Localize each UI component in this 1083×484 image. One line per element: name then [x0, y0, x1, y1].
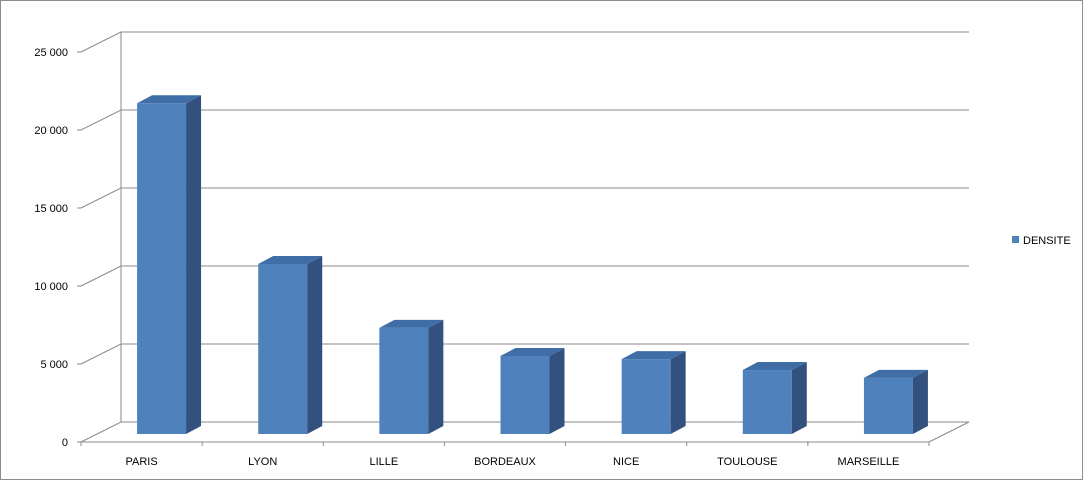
bars [137, 95, 928, 434]
x-tick-label: BORDEAUX [474, 456, 536, 468]
bar-side [549, 348, 565, 434]
legend-label-densite: DENSITE [1023, 235, 1071, 247]
bar-side [912, 369, 928, 434]
gridline [80, 343, 969, 365]
gridline [80, 187, 969, 209]
y-tick-label: 15 000 [34, 203, 68, 215]
x-tick-label: TOULOUSE [717, 456, 777, 468]
x-tick-label: LYON [248, 456, 277, 468]
bar-top [258, 255, 323, 264]
bar-side [428, 319, 444, 434]
bar-front [379, 327, 429, 434]
bar-side [670, 351, 686, 434]
gridlines [77, 31, 969, 443]
y-tick-label: 25 000 [34, 47, 68, 59]
y-tick-label: 5 000 [40, 359, 68, 371]
y-axis-tick-labels: 0 5 000 10 000 15 000 20 000 25 000 [34, 47, 68, 449]
x-tick-label: PARIS [125, 456, 157, 468]
y-tick-label: 0 [62, 437, 68, 449]
bar-front [621, 359, 671, 434]
x-axis-tick-labels: PARIS LYON LILLE BORDEAUX NICE TOULOUSE MARSEI… [125, 456, 899, 468]
bar-front [863, 377, 913, 434]
bar-side [307, 255, 323, 434]
bar-front [500, 356, 550, 434]
x-tick-label: MARSEILLE [838, 456, 900, 468]
bar-front [137, 103, 187, 434]
bar-side [186, 95, 202, 434]
bar-top [500, 348, 565, 356]
x-tick-label: NICE [613, 456, 639, 468]
legend-swatch-densite [1012, 236, 1019, 243]
legend: DENSITE [1012, 235, 1071, 247]
bar-top [137, 95, 202, 104]
bar-side [791, 362, 807, 434]
bar-top [621, 351, 686, 360]
y-tick-label: 10 000 [34, 281, 68, 293]
gridline [80, 265, 969, 287]
bar-top [742, 362, 807, 371]
x-tick-label: LILLE [369, 456, 398, 468]
gridline [80, 31, 969, 53]
y-tick-label: 20 000 [34, 125, 68, 137]
bar-front [742, 370, 792, 434]
bar-top [379, 319, 444, 328]
bar-top [863, 369, 928, 378]
gridline [80, 109, 969, 131]
bar-front [258, 263, 308, 434]
